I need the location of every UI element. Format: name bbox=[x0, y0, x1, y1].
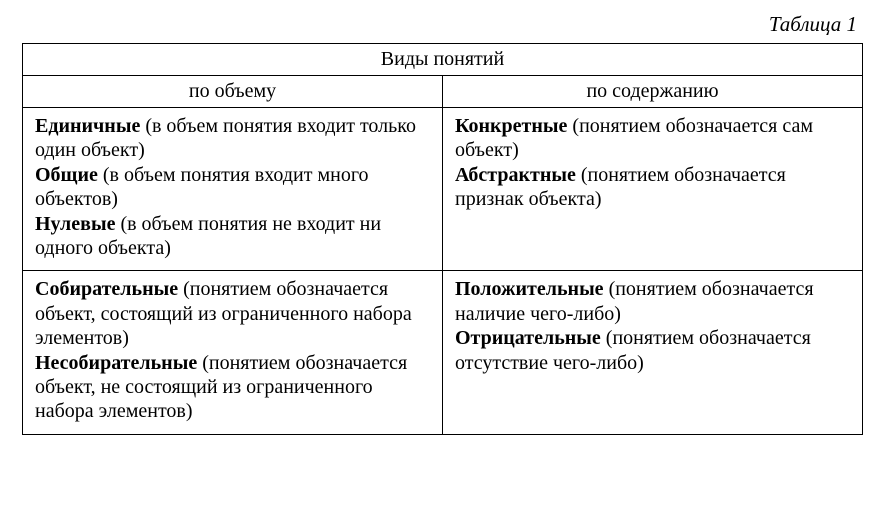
concept-entry: Общие (в объем понятия входит много объе… bbox=[35, 163, 430, 212]
cell-row2-right: Положительные (понятием обозначается нал… bbox=[443, 271, 863, 434]
concept-term: Несобирательные bbox=[35, 352, 197, 374]
concept-term: Положительные bbox=[455, 278, 604, 300]
concept-term: Конкретные bbox=[455, 115, 567, 137]
concept-term: Абстрактные bbox=[455, 164, 576, 186]
concept-term: Собирательные bbox=[35, 278, 178, 300]
cell-row1-left: Единичные (в объем понятия вхо­дит тольк… bbox=[23, 108, 443, 271]
concept-entry: Собирательные (понятием обо­значается об… bbox=[35, 277, 430, 350]
concept-term: Общие bbox=[35, 164, 98, 186]
table-caption: Таблица 1 bbox=[22, 12, 857, 37]
concept-entry: Отрицательные (понятием обозначается отс… bbox=[455, 326, 850, 375]
cell-row1-right: Конкретные (понятием обо­значается сам о… bbox=[443, 108, 863, 271]
table-row: Единичные (в объем понятия вхо­дит тольк… bbox=[23, 108, 863, 271]
concept-entry: Абстрактные (понятием обо­значается приз… bbox=[455, 163, 850, 212]
concept-entry: Несобирательные (понятием обо­значается … bbox=[35, 351, 430, 424]
concept-entry: Нулевые (в объем понятия не вхо­дит ни о… bbox=[35, 212, 430, 261]
cell-row2-left: Собирательные (понятием обо­значается об… bbox=[23, 271, 443, 434]
concepts-table: Виды понятий по объему по содержанию Еди… bbox=[22, 43, 863, 435]
concept-term: Нулевые bbox=[35, 213, 115, 235]
column-header-right: по содержанию bbox=[443, 76, 863, 108]
concept-entry: Положительные (понятием обозначается нал… bbox=[455, 277, 850, 326]
concept-term: Единичные bbox=[35, 115, 140, 137]
concept-entry: Конкретные (понятием обо­значается сам о… bbox=[455, 114, 850, 163]
table-row: Собирательные (понятием обо­значается об… bbox=[23, 271, 863, 434]
table-title: Виды понятий bbox=[23, 44, 863, 76]
concept-term: Отрицательные bbox=[455, 327, 601, 349]
concept-entry: Единичные (в объем понятия вхо­дит тольк… bbox=[35, 114, 430, 163]
column-header-left: по объему bbox=[23, 76, 443, 108]
